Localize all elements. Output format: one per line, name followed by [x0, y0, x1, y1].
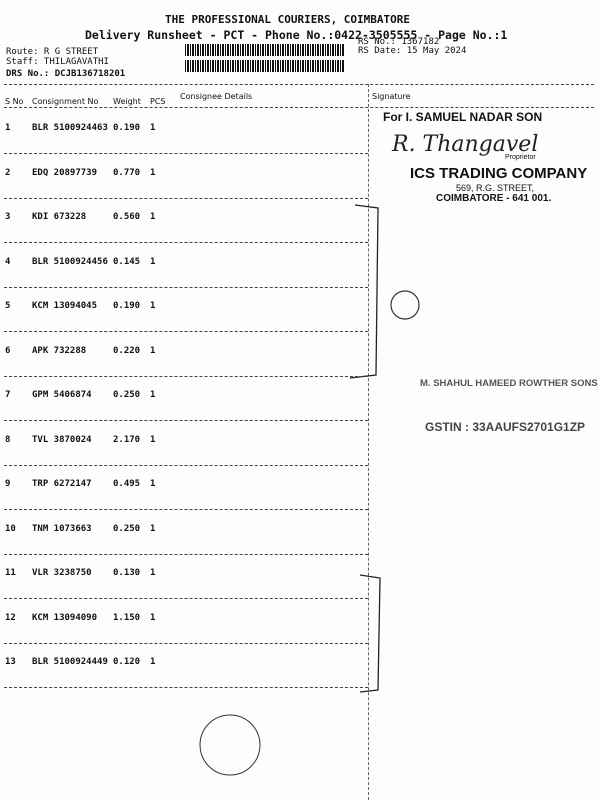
stamp-text: Proprietor	[505, 154, 536, 161]
row-rule	[4, 375, 368, 377]
column-header: PCS	[150, 97, 166, 106]
barcode	[185, 60, 345, 72]
subtitle: Delivery Runsheet - PCT - Phone No.:0422…	[85, 28, 508, 42]
row-rule	[4, 642, 368, 644]
column-header: Weight	[113, 97, 141, 106]
cell: KCM 13094090	[32, 612, 98, 623]
cell: 1	[150, 345, 156, 356]
rs-date: RS Date: 15 May 2024	[358, 46, 467, 56]
stamp-text: ICS TRADING COMPANY	[410, 165, 588, 182]
cell: 12	[5, 612, 16, 623]
cell: 1	[150, 390, 156, 400]
cell: 0.495	[113, 479, 141, 489]
cell: KDI 673228	[32, 212, 87, 222]
cell: 1	[150, 434, 156, 445]
handwriting: R. Thangavel	[392, 132, 539, 157]
cell: 0.190	[113, 123, 141, 133]
cell: APK 732288	[32, 345, 87, 356]
title: THE PROFESSIONAL COURIERS, COIMBATORE	[165, 13, 411, 26]
cell: 0.120	[113, 657, 141, 667]
cell: 13	[5, 657, 16, 667]
route: Route: R G STREET	[6, 47, 99, 57]
cell: GPM 5406874	[32, 390, 92, 400]
stamp-text: 569, R.G. STREET,	[456, 183, 535, 193]
column-header: S No	[5, 97, 24, 106]
cell: 0.190	[113, 301, 141, 311]
cell: 0.145	[113, 256, 141, 267]
cell: 10	[5, 523, 16, 534]
row-rule	[4, 509, 368, 510]
rule	[4, 107, 594, 108]
cell: 1	[150, 479, 156, 489]
cell: 8	[5, 434, 11, 445]
row-rule	[4, 553, 368, 555]
cell: 1	[150, 212, 156, 222]
row-rule	[4, 242, 368, 243]
rule	[4, 84, 594, 85]
row-rule	[4, 464, 368, 466]
drs-no: DRS No.: DCJB136718201	[6, 69, 126, 79]
stamp-text: COIMBATORE - 641 001.	[436, 193, 552, 204]
cell: 0.250	[113, 390, 141, 400]
column-rule	[368, 84, 369, 800]
cell: 0.770	[113, 167, 141, 178]
cell: 1	[150, 123, 156, 133]
rs-no: RS No.: 1367182	[358, 37, 440, 47]
cell: 4	[5, 256, 11, 267]
cell: 0.560	[113, 212, 141, 222]
cell: 0.250	[113, 523, 141, 534]
cell: 5	[5, 301, 11, 311]
cell: 1	[150, 657, 156, 667]
cell: 9	[5, 479, 11, 489]
cell: KCM 13094045	[32, 301, 98, 311]
cell: TRP 6272147	[32, 479, 92, 489]
cell: 2	[5, 167, 11, 178]
row-rule	[4, 420, 368, 421]
cell: 6	[5, 345, 11, 356]
cell: 1	[150, 256, 156, 267]
cell: EDQ 20897739	[32, 167, 98, 178]
barcode	[185, 44, 345, 56]
cell: 0.220	[113, 345, 141, 356]
cell: 1	[150, 523, 156, 534]
cell: 1	[150, 301, 156, 311]
cell: 2.170	[113, 434, 141, 445]
stamp-text: M. SHAHUL HAMEED ROWTHER SONS	[420, 378, 598, 389]
cell: 7	[5, 390, 11, 400]
cell: BLR 5100924449	[32, 657, 108, 667]
cell: TNM 1073663	[32, 523, 92, 534]
row-rule	[4, 197, 368, 199]
cell: 1	[150, 612, 156, 623]
row-rule	[4, 153, 368, 154]
row-rule	[4, 598, 368, 599]
column-header: Consignment No	[32, 97, 99, 106]
cell: BLR 5100924456	[32, 256, 108, 267]
cell: VLR 3238750	[32, 568, 92, 578]
cell: TVL 3870024	[32, 434, 92, 445]
cell: 1	[150, 568, 156, 578]
cell: 11	[5, 568, 16, 578]
cell: 3	[5, 212, 11, 222]
staff: Staff: THILAGAVATHI	[6, 57, 109, 67]
cell: BLR 5100924463	[32, 123, 108, 133]
cell: 0.130	[113, 568, 141, 578]
row-rule	[4, 331, 368, 332]
column-header: Signature	[372, 92, 411, 101]
stamp-text: GSTIN : 33AAUFS2701G1ZP	[425, 420, 586, 434]
column-header: Consignee Details	[180, 92, 253, 101]
cell: 1	[5, 123, 11, 133]
cell: 1	[150, 167, 156, 178]
row-rule	[4, 286, 368, 288]
row-rule	[4, 687, 368, 688]
stamp-text: For I. SAMUEL NADAR SON	[383, 110, 543, 124]
cell: 1.150	[113, 612, 141, 623]
